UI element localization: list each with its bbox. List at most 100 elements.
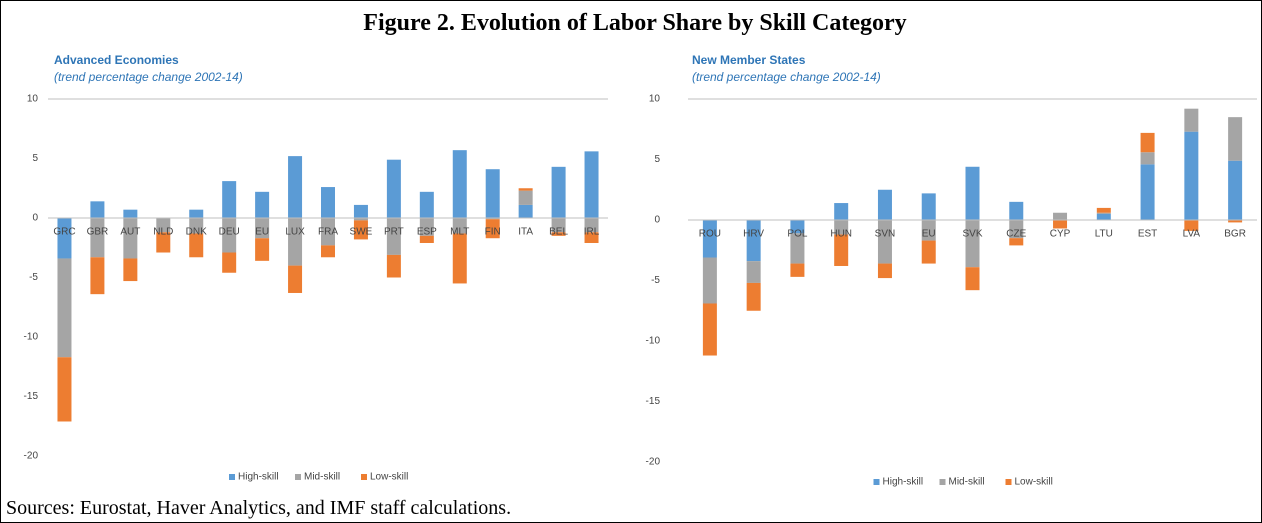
bar-segment bbox=[123, 258, 138, 282]
bar-segment bbox=[57, 218, 72, 259]
x-tick-label: SWE bbox=[350, 227, 373, 238]
x-tick-label: EST bbox=[1138, 229, 1157, 240]
x-tick-label: ITA bbox=[518, 227, 533, 238]
legend-swatch bbox=[295, 474, 301, 480]
x-tick-label: HUN bbox=[830, 229, 852, 240]
bar-segment bbox=[321, 187, 335, 218]
x-tick-label: BGR bbox=[1224, 229, 1246, 240]
y-tick-label: 10 bbox=[27, 94, 39, 105]
bar-segment bbox=[1009, 201, 1024, 220]
bar-segment bbox=[1096, 212, 1111, 214]
bar-segment bbox=[746, 261, 761, 283]
legend-swatch bbox=[229, 474, 235, 480]
bar-segment bbox=[1184, 220, 1199, 231]
x-tick-label: FIN bbox=[485, 227, 501, 238]
chart-title: Advanced Economies bbox=[54, 53, 179, 67]
y-tick-label: -15 bbox=[24, 391, 39, 402]
bar-segment bbox=[965, 220, 980, 268]
bar-segment bbox=[551, 166, 566, 218]
bar-segment bbox=[518, 204, 533, 218]
bar-segment bbox=[790, 263, 805, 277]
bar-segment bbox=[1096, 207, 1111, 213]
x-tick-label: HRV bbox=[743, 229, 764, 240]
bar-segment bbox=[288, 265, 303, 293]
bar-segment bbox=[255, 191, 270, 218]
legend-label: Low-skill bbox=[370, 472, 408, 483]
bar-segment bbox=[255, 238, 270, 261]
bar-segment bbox=[189, 233, 204, 258]
x-tick-label: PRT bbox=[384, 227, 404, 238]
bar-segment bbox=[551, 218, 566, 233]
bar-segment bbox=[386, 254, 401, 278]
legend-swatch bbox=[361, 474, 367, 480]
bar-segment bbox=[584, 232, 599, 243]
x-tick-label: ESP bbox=[417, 227, 437, 238]
x-tick-label: GBR bbox=[87, 227, 109, 238]
bar-segment bbox=[921, 220, 936, 241]
chart-title: New Member States bbox=[692, 53, 806, 67]
bar-segment bbox=[321, 245, 335, 258]
x-tick-label: GRC bbox=[53, 227, 75, 238]
bar-segment bbox=[419, 218, 434, 236]
x-tick-label: DNK bbox=[186, 227, 207, 238]
bar-segment bbox=[1228, 117, 1243, 161]
bar-segment bbox=[386, 218, 401, 255]
x-tick-label: ROU bbox=[699, 229, 721, 240]
bar-segment bbox=[877, 189, 892, 220]
bar-segment bbox=[222, 181, 237, 218]
bar-segment bbox=[1228, 160, 1243, 220]
legend-label: Mid-skill bbox=[949, 477, 985, 488]
bar-segment bbox=[1184, 108, 1199, 132]
x-tick-label: AUT bbox=[120, 227, 140, 238]
bar-segment bbox=[702, 220, 717, 258]
bar-segment bbox=[921, 193, 936, 220]
x-tick-label: LTU bbox=[1095, 229, 1113, 240]
y-tick-label: -20 bbox=[24, 451, 39, 462]
bar-segment bbox=[452, 218, 467, 234]
bar-segment bbox=[746, 220, 761, 262]
bar-segment bbox=[1009, 220, 1024, 239]
bar-segment bbox=[90, 201, 105, 218]
legend-swatch bbox=[1005, 479, 1012, 485]
x-tick-label: SVN bbox=[875, 229, 896, 240]
bar-segment bbox=[90, 218, 105, 258]
bar-segment bbox=[485, 169, 500, 218]
bar-segment bbox=[921, 240, 936, 264]
y-tick-label: -10 bbox=[24, 332, 39, 343]
y-tick-label: -20 bbox=[646, 457, 661, 468]
y-tick-label: 0 bbox=[32, 213, 38, 224]
bar-segment bbox=[1140, 132, 1155, 153]
x-tick-label: EU bbox=[922, 229, 936, 240]
bar-segment bbox=[518, 188, 533, 191]
x-tick-label: POL bbox=[787, 229, 807, 240]
bar-segment bbox=[452, 150, 467, 218]
x-tick-label: LUX bbox=[285, 227, 305, 238]
bar-segment bbox=[353, 204, 368, 218]
x-tick-label: SVK bbox=[962, 229, 982, 240]
bar-segment bbox=[485, 219, 500, 239]
bar-segment bbox=[485, 218, 500, 220]
legend-swatch bbox=[873, 479, 880, 485]
bar-segment bbox=[702, 303, 717, 356]
bar-segment bbox=[1009, 238, 1024, 246]
y-tick-label: 5 bbox=[32, 153, 38, 164]
x-tick-label: MLT bbox=[450, 227, 469, 238]
y-tick-label: -15 bbox=[646, 396, 661, 407]
legend-label: High-skill bbox=[238, 472, 279, 483]
legend-label: Mid-skill bbox=[304, 472, 340, 483]
bar-segment bbox=[746, 282, 761, 311]
bar-segment bbox=[419, 191, 434, 218]
bar-segment bbox=[518, 190, 533, 205]
x-tick-label: DEU bbox=[219, 227, 240, 238]
bar-segment bbox=[1096, 213, 1111, 220]
x-tick-label: LVA bbox=[1183, 229, 1201, 240]
bar-segment bbox=[189, 209, 204, 218]
legend-swatch bbox=[939, 479, 946, 485]
bar-segment bbox=[1053, 212, 1068, 220]
bar-segment bbox=[1228, 220, 1243, 223]
y-tick-label: 0 bbox=[654, 215, 660, 226]
bar-segment bbox=[156, 218, 171, 233]
bar-segment bbox=[288, 156, 303, 218]
